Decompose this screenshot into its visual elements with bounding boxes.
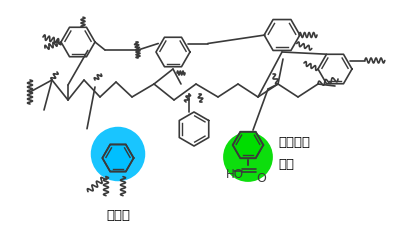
Text: HO: HO bbox=[226, 169, 244, 182]
Text: 交换: 交换 bbox=[278, 159, 294, 172]
Text: 弱阳离子: 弱阳离子 bbox=[278, 137, 310, 150]
Polygon shape bbox=[102, 145, 134, 172]
Polygon shape bbox=[233, 132, 263, 158]
Text: O: O bbox=[256, 173, 266, 186]
Circle shape bbox=[223, 132, 273, 182]
Circle shape bbox=[91, 127, 145, 181]
Text: 疏水基: 疏水基 bbox=[106, 209, 130, 222]
